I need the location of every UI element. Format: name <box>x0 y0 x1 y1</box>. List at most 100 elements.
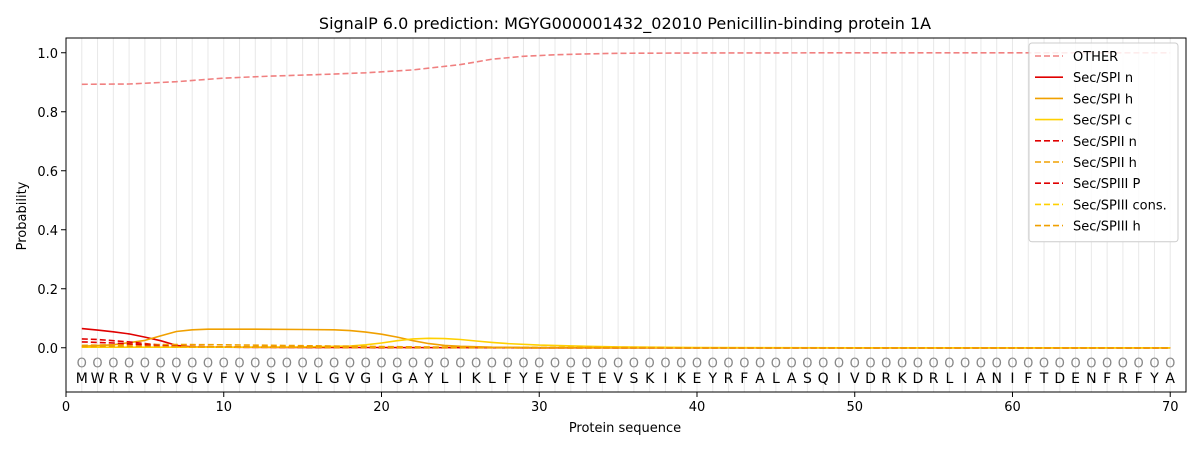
residue-label: G <box>187 371 198 387</box>
position-marker: O <box>850 357 860 372</box>
position-marker: O <box>708 357 718 372</box>
residue-label: T <box>581 371 591 387</box>
position-marker: O <box>408 357 418 372</box>
position-marker: O <box>1039 357 1049 372</box>
residue-label: E <box>566 371 575 387</box>
position-marker: O <box>487 357 497 372</box>
position-marker: O <box>1007 357 1017 372</box>
legend-box <box>1028 42 1179 243</box>
residue-label: E <box>1071 371 1080 387</box>
residue-label: R <box>929 371 939 387</box>
residue-label: L <box>772 371 780 387</box>
position-marker: O <box>219 357 229 372</box>
x-tick-label: 10 <box>215 400 232 415</box>
residue-label: A <box>408 371 418 387</box>
position-marker: O <box>313 357 323 372</box>
position-marker: O <box>1165 357 1175 372</box>
residue-label: G <box>360 371 371 387</box>
x-tick-label: 40 <box>689 400 706 415</box>
residue-label: D <box>1054 371 1065 387</box>
position-marker: O <box>518 357 528 372</box>
residue-label: S <box>267 371 276 387</box>
position-marker: O <box>723 357 733 372</box>
residue-label: F <box>220 371 228 387</box>
legend-label: Sec/SPIII P <box>1073 177 1141 192</box>
legend-label: Sec/SPI c <box>1073 114 1132 129</box>
residue-label: R <box>156 371 166 387</box>
position-marker: O <box>581 357 591 372</box>
position-marker: O <box>1055 357 1065 372</box>
position-marker: O <box>976 357 986 372</box>
position-marker: O <box>692 357 702 372</box>
position-marker: O <box>282 357 292 372</box>
position-marker: O <box>834 357 844 372</box>
position-marker: O <box>739 357 749 372</box>
residue-label: A <box>755 371 765 387</box>
residue-label: V <box>345 371 355 387</box>
position-marker: O <box>660 357 670 372</box>
residue-label: A <box>976 371 986 387</box>
position-marker: O <box>124 357 134 372</box>
residue-label: K <box>472 371 482 387</box>
residue-label: V <box>298 371 308 387</box>
residue-labels: OMOWOROROVOROVOGOVOFOVOVOSOIOVOLOGOVOGOI… <box>76 357 1176 388</box>
position-marker: O <box>250 357 260 372</box>
position-marker: O <box>329 357 339 372</box>
x-axis-title: Protein sequence <box>569 421 681 436</box>
residue-label: L <box>441 371 449 387</box>
chart-title: SignalP 6.0 prediction: MGYG000001432_02… <box>319 14 931 34</box>
residue-label: G <box>329 371 340 387</box>
position-marker: O <box>676 357 686 372</box>
residue-label: T <box>1039 371 1049 387</box>
position-marker: O <box>424 357 434 372</box>
residue-label: M <box>76 371 88 387</box>
y-axis: 0.0 0.2 0.4 0.6 0.8 1.0 <box>37 47 66 357</box>
x-tick-label: 0 <box>62 400 70 415</box>
position-marker: O <box>266 357 276 372</box>
position-marker: O <box>140 357 150 372</box>
position-marker: O <box>361 357 371 372</box>
residue-label: E <box>598 371 607 387</box>
position-marker: O <box>439 357 449 372</box>
residue-label: V <box>613 371 623 387</box>
position-marker: O <box>534 357 544 372</box>
position-marker: O <box>503 357 513 372</box>
residue-label: V <box>850 371 860 387</box>
residue-label: R <box>724 371 734 387</box>
residue-label: D <box>912 371 923 387</box>
position-marker: O <box>597 357 607 372</box>
position-marker: O <box>455 357 465 372</box>
x-tick-label: 60 <box>1004 400 1021 415</box>
legend: OTHER Sec/SPI n Sec/SPI h Sec/SPI c Sec/SPII… <box>1028 42 1179 243</box>
position-marker: O <box>345 357 355 372</box>
position-marker: O <box>913 357 923 372</box>
legend-label: Sec/SPI n <box>1073 71 1133 86</box>
residue-label: A <box>787 371 797 387</box>
y-tick-label: 0.8 <box>37 106 58 121</box>
position-marker: O <box>629 357 639 372</box>
position-marker: O <box>77 357 87 372</box>
residue-label: Y <box>1149 371 1159 387</box>
position-marker: O <box>613 357 623 372</box>
position-marker: O <box>944 357 954 372</box>
residue-label: R <box>108 371 118 387</box>
position-marker: O <box>156 357 166 372</box>
residue-label: V <box>550 371 560 387</box>
legend-label: Sec/SPII n <box>1073 135 1137 150</box>
residue-label: V <box>172 371 182 387</box>
x-tick-label: 70 <box>1162 400 1179 415</box>
residue-label: E <box>693 371 702 387</box>
legend-label: Sec/SPI h <box>1073 92 1133 107</box>
residue-label: R <box>1118 371 1128 387</box>
position-marker: O <box>566 357 576 372</box>
position-marker: O <box>645 357 655 372</box>
residue-label: S <box>629 371 638 387</box>
position-marker: O <box>865 357 875 372</box>
position-marker: O <box>755 357 765 372</box>
residue-label: R <box>881 371 891 387</box>
position-marker: O <box>1102 357 1112 372</box>
residue-label: I <box>837 371 841 387</box>
position-marker: O <box>203 357 213 372</box>
residue-label: N <box>991 371 1001 387</box>
